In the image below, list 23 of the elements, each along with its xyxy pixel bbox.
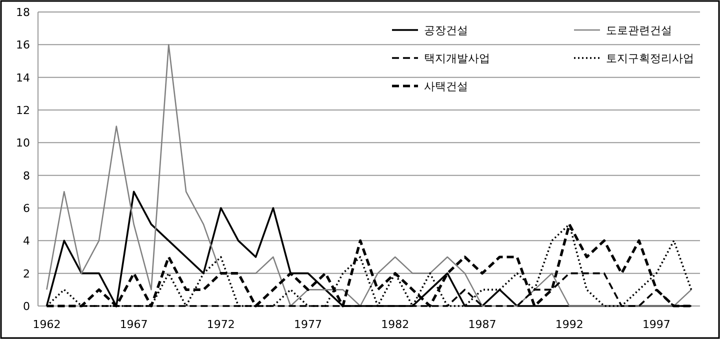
x-tick-label: 1987 xyxy=(468,318,496,331)
y-tick-label: 14 xyxy=(16,71,30,84)
legend-label: 공장건설 xyxy=(424,24,468,37)
legend-label: 사택건설 xyxy=(424,80,468,93)
legend-label: 토지구획정리사업 xyxy=(606,52,694,65)
y-tick-label: 16 xyxy=(16,38,30,52)
y-tick-label: 4 xyxy=(23,234,30,248)
y-tick-label: 2 xyxy=(23,267,30,280)
x-tick-label: 1962 xyxy=(32,318,61,331)
x-tick-label: 1967 xyxy=(120,318,148,331)
y-tick-label: 6 xyxy=(23,202,30,215)
legend-label: 택지개발사업 xyxy=(424,52,490,65)
y-tick-label: 12 xyxy=(16,104,30,117)
x-tick-label: 1982 xyxy=(381,318,410,331)
x-tick-label: 1997 xyxy=(642,318,670,331)
x-tick-label: 1992 xyxy=(555,318,584,331)
legend-label: 도로관련건설 xyxy=(606,24,672,37)
y-tick-label: 10 xyxy=(16,136,30,150)
x-tick-label: 1972 xyxy=(206,318,235,331)
y-tick-label: 8 xyxy=(23,169,30,182)
y-tick-label: 0 xyxy=(23,300,30,313)
x-tick-label: 1977 xyxy=(294,318,322,331)
y-tick-label: 18 xyxy=(16,6,30,19)
